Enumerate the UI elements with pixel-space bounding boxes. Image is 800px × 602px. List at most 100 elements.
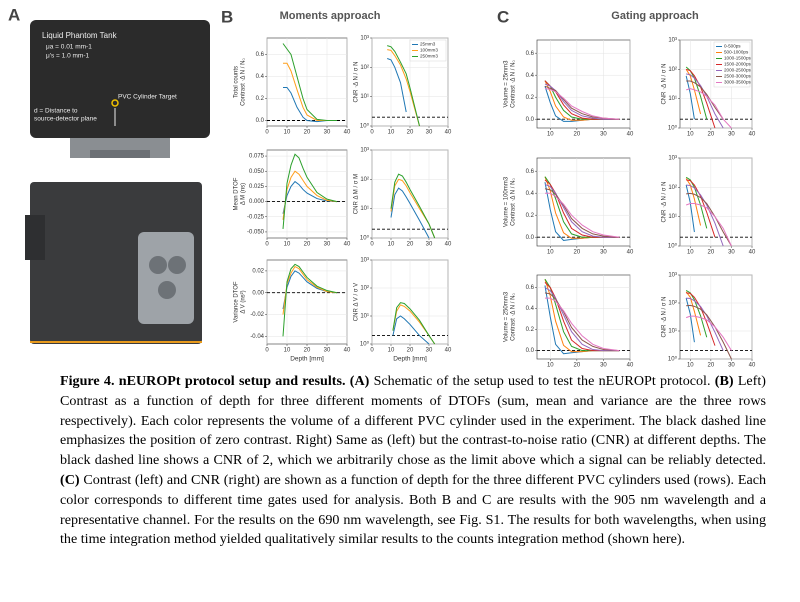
caption-text: (A) — [349, 373, 370, 389]
y-tick-label: 10² — [360, 286, 369, 292]
tank-base — [90, 150, 150, 158]
series-line — [392, 302, 436, 345]
x-axis-label: Depth [mm] — [393, 356, 427, 363]
legend-label: 1500-2000ps — [724, 62, 752, 67]
legend-label: 0-500ps — [724, 44, 741, 49]
y-tick-label: 0.075 — [249, 154, 265, 160]
series-line — [685, 291, 702, 336]
y-axis-label: CNR Δ M / σ M — [354, 174, 360, 214]
legend-box — [409, 39, 447, 62]
series-line — [685, 178, 702, 226]
x-axis-label: Depth [mm] — [290, 356, 324, 363]
y-tick-label: 10² — [668, 185, 677, 191]
distance-label: source-detector plane — [34, 116, 97, 123]
x-tick-label: 30 — [324, 130, 331, 136]
series-line — [685, 75, 695, 120]
x-tick-label: 20 — [407, 130, 414, 136]
series-line — [544, 87, 620, 120]
y-axis-label: Volume = 25mm3 — [504, 60, 510, 108]
device-plate — [138, 232, 194, 324]
y-tick-label: 10² — [360, 65, 369, 71]
y-tick-label: -0.050 — [247, 230, 265, 236]
caption-text: Figure 4. nEUROPt protocol setup and res… — [60, 373, 346, 389]
x-tick-label: 10 — [687, 363, 694, 368]
plot-area — [536, 39, 631, 129]
y-tick-label: 0.4 — [526, 306, 535, 312]
y-axis-label: Volume = 100mm3 — [504, 176, 510, 227]
series-line — [282, 265, 338, 315]
series-line — [685, 315, 732, 351]
x-tick-label: 20 — [574, 363, 581, 368]
y-axis-label: Mean DTOF — [234, 177, 240, 210]
series-line — [282, 180, 338, 214]
y-tick-label: 10¹ — [360, 314, 369, 320]
plot-area — [679, 157, 753, 247]
x-tick-label: 40 — [749, 132, 756, 138]
target-marker — [111, 99, 119, 107]
x-tick-label: 0 — [370, 130, 374, 136]
device-handle — [25, 215, 45, 260]
x-tick-label: 20 — [708, 132, 715, 138]
caption-text: Contrast (left) and CNR (right) are show… — [60, 471, 770, 548]
panel-label: B — [221, 7, 233, 26]
series-line — [686, 203, 732, 247]
x-tick-label: 0 — [265, 348, 269, 354]
y-tick-label: 0.4 — [526, 73, 535, 79]
x-tick-label: 10 — [547, 132, 554, 138]
legend-label: 2500-3000ps — [724, 74, 752, 79]
y-tick-label: 0.0 — [526, 235, 535, 241]
y-tick-label: 0.6 — [526, 51, 535, 57]
y-tick-label: 10⁰ — [668, 356, 678, 363]
y-axis-label: Contrast ·Δ N / N₀ — [511, 60, 517, 108]
x-tick-label: 40 — [445, 130, 452, 136]
x-tick-label: 30 — [324, 348, 331, 354]
y-tick-label: 10⁰ — [360, 235, 370, 242]
x-tick-label: 30 — [324, 242, 331, 248]
series-line — [387, 58, 407, 113]
y-tick-label: 0.6 — [526, 169, 535, 175]
y-tick-label: 10³ — [668, 38, 677, 44]
x-tick-label: 40 — [344, 130, 351, 136]
series-line — [544, 83, 620, 120]
series-line — [282, 153, 338, 229]
device-part — [168, 256, 186, 274]
legend-label: 100mm3 — [420, 48, 438, 53]
series-line — [282, 263, 338, 337]
x-tick-label: 20 — [407, 348, 414, 354]
series-line — [282, 43, 337, 121]
y-axis-label: Contrast ·Δ N / N₀ — [511, 178, 517, 226]
y-tick-label: 10¹ — [668, 96, 677, 102]
panel-title: Moments approach — [280, 10, 381, 22]
y-tick-label: -0.025 — [247, 214, 265, 220]
x-tick-label: 10 — [284, 130, 291, 136]
series-line — [686, 73, 724, 129]
y-tick-label: 10² — [668, 67, 677, 73]
series-line — [686, 184, 724, 247]
series-line — [686, 80, 724, 120]
x-tick-label: 40 — [445, 242, 452, 248]
series-line — [686, 297, 724, 351]
y-tick-label: 10³ — [360, 36, 369, 42]
y-axis-label: Δ V (ns²) — [241, 290, 247, 313]
y-tick-label: 10¹ — [668, 214, 677, 220]
y-tick-label: -0.02 — [250, 312, 264, 318]
y-tick-label: 0.2 — [526, 213, 535, 219]
x-tick-label: 20 — [304, 130, 311, 136]
x-tick-label: 30 — [728, 250, 735, 256]
series-line — [685, 297, 695, 343]
x-tick-label: 10 — [687, 250, 694, 256]
y-tick-label: 10¹ — [668, 329, 677, 335]
x-tick-label: 40 — [627, 250, 634, 256]
legend-label: 250mm3 — [420, 54, 438, 59]
series-line — [544, 183, 620, 238]
x-tick-label: 0 — [265, 242, 269, 248]
y-tick-label: 0.0 — [526, 348, 535, 354]
tank-param: μa = 0.01 mm-1 — [46, 44, 92, 51]
series-line — [392, 315, 430, 345]
y-tick-label: 10³ — [668, 156, 677, 162]
y-axis-label: Total counts — [234, 66, 240, 98]
x-tick-label: 40 — [344, 348, 351, 354]
y-tick-label: 0.6 — [526, 285, 535, 291]
legend-label: 25mm3 — [420, 42, 436, 47]
device-part — [158, 281, 176, 299]
